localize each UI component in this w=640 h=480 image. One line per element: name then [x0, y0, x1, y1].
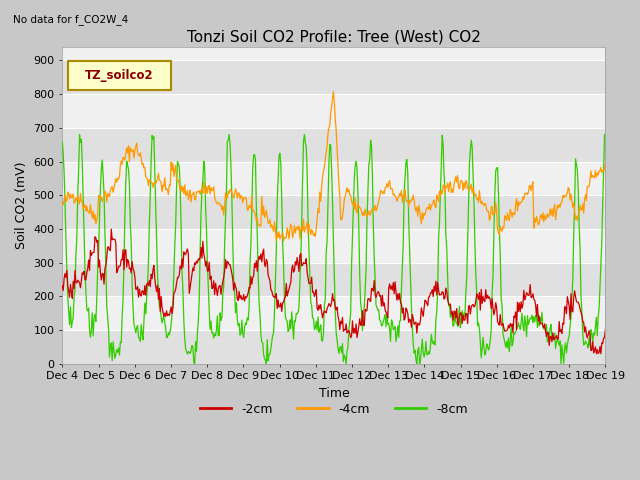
Bar: [62, 263, 605, 296]
Bar: [62, 128, 605, 162]
Bar: [62, 330, 605, 364]
FancyBboxPatch shape: [68, 61, 171, 90]
Text: No data for f_CO2W_4: No data for f_CO2W_4: [13, 14, 128, 25]
Bar: [62, 162, 605, 195]
Legend: -2cm, -4cm, -8cm: -2cm, -4cm, -8cm: [195, 398, 473, 421]
X-axis label: Time: Time: [319, 387, 349, 400]
Bar: [62, 229, 605, 263]
Title: Tonzi Soil CO2 Profile: Tree (West) CO2: Tonzi Soil CO2 Profile: Tree (West) CO2: [187, 29, 481, 44]
Text: TZ_soilco2: TZ_soilco2: [85, 69, 154, 82]
Bar: [62, 296, 605, 330]
Bar: [62, 94, 605, 128]
Bar: [62, 60, 605, 94]
Y-axis label: Soil CO2 (mV): Soil CO2 (mV): [15, 162, 28, 249]
Bar: [62, 195, 605, 229]
